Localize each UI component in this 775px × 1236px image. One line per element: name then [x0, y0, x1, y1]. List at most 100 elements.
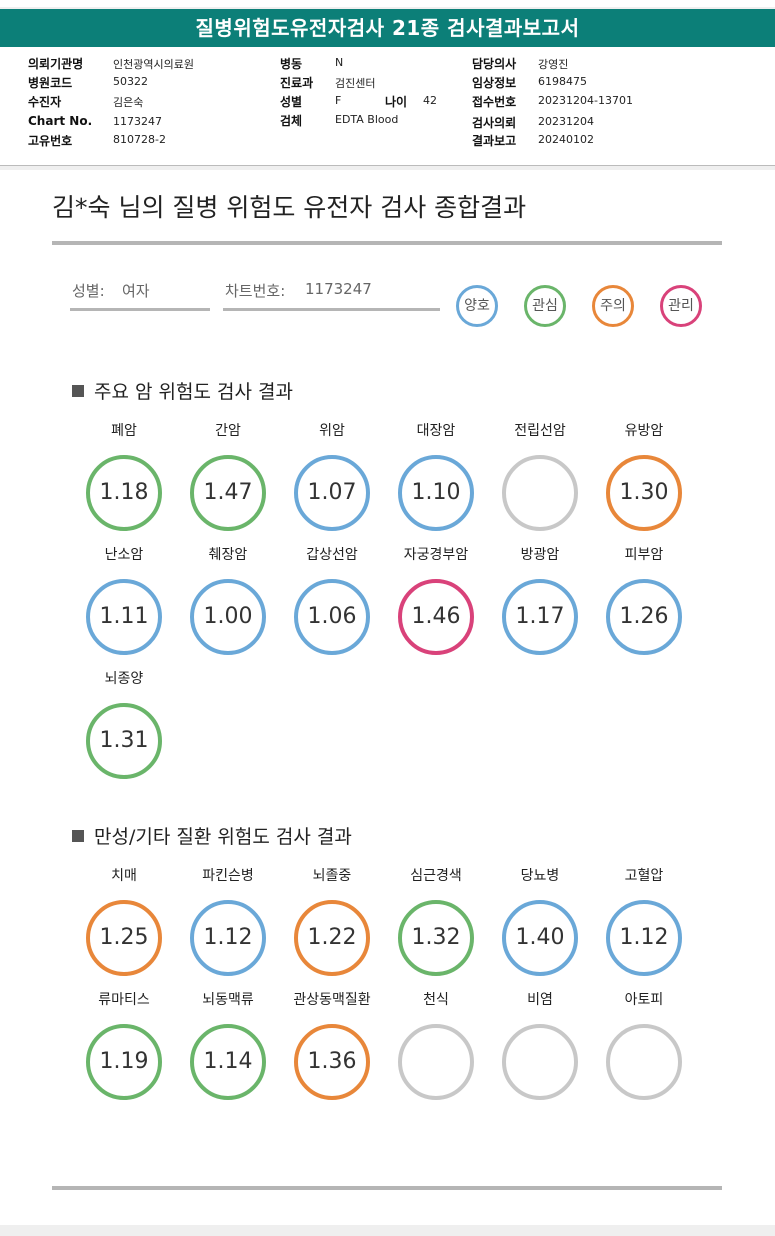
result-item: 심근경색 1.32 — [386, 865, 486, 976]
ward-label: 병동 — [280, 57, 303, 71]
result-name: 뇌졸중 — [312, 868, 352, 884]
patient-info: 의뢰기관명 인천광역시의료원 병원코드 50322 수진자 김은숙 Chart … — [0, 47, 775, 166]
risk-score-circle: 1.47 — [190, 455, 266, 531]
result-item: 전립선암 — [490, 420, 590, 531]
report-value: 20240102 — [538, 133, 594, 146]
section-bullet — [72, 384, 84, 397]
result-item: 아토피 — [594, 989, 694, 1100]
cancer-section-title: 주요 암 위험도 검사 결과 — [72, 377, 293, 404]
legend-manage: 관리 — [660, 285, 702, 327]
result-name: 위암 — [319, 423, 345, 439]
dept-value: 검진센터 — [335, 77, 376, 90]
doctor-value: 강영진 — [538, 58, 569, 71]
result-item: 갑상선암 1.06 — [282, 544, 382, 655]
result-item: 관상동맥질환 1.36 — [282, 989, 382, 1100]
risk-score-circle — [398, 1024, 474, 1100]
result-name: 고혈압 — [624, 868, 664, 884]
result-name: 대장암 — [416, 423, 456, 439]
risk-score-circle: 1.25 — [86, 900, 162, 976]
risk-score-circle: 1.32 — [398, 900, 474, 976]
result-name: 전립선암 — [514, 423, 566, 439]
result-item: 비염 — [490, 989, 590, 1100]
request-label: 검사의뢰 — [472, 116, 517, 130]
result-name: 류마티스 — [98, 992, 150, 1008]
chart-field: 차트번호: 1173247 — [223, 278, 440, 311]
risk-score-circle: 1.26 — [606, 579, 682, 655]
result-name: 관상동맥질환 — [293, 992, 371, 1008]
risk-score-circle: 1.07 — [294, 455, 370, 531]
clinical-value: 6198475 — [538, 75, 587, 88]
legend-interest: 관심 — [524, 285, 566, 327]
code-label: 병원코드 — [28, 76, 73, 90]
receipt-value: 20231204-13701 — [538, 94, 633, 107]
risk-score-circle: 1.18 — [86, 455, 162, 531]
risk-score-circle — [502, 1024, 578, 1100]
specimen-value: EDTA Blood — [335, 113, 399, 126]
top-strip — [0, 0, 775, 7]
result-name: 난소암 — [104, 547, 144, 563]
result-item: 위암 1.07 — [282, 420, 382, 531]
result-item: 류마티스 1.19 — [74, 989, 174, 1100]
specimen-label: 검체 — [280, 114, 303, 128]
code-value: 50322 — [113, 75, 148, 88]
hospital-value: 인천광역시의료원 — [113, 58, 194, 71]
request-value: 20231204 — [538, 115, 594, 128]
result-item: 유방암 1.30 — [594, 420, 694, 531]
risk-score-circle — [502, 455, 578, 531]
risk-score-circle: 1.06 — [294, 579, 370, 655]
result-name: 아토피 — [624, 992, 664, 1008]
result-item: 폐암 1.18 — [74, 420, 174, 531]
result-name: 자궁경부암 — [403, 547, 469, 563]
result-item: 파킨슨병 1.12 — [178, 865, 278, 976]
risk-score-circle: 1.12 — [606, 900, 682, 976]
sex-field-label: 성별: — [72, 282, 105, 300]
risk-score-circle: 1.12 — [190, 900, 266, 976]
result-item: 대장암 1.10 — [386, 420, 486, 531]
sex-value: F — [335, 94, 342, 107]
result-name: 갑상선암 — [306, 547, 358, 563]
result-item: 췌장암 1.00 — [178, 544, 278, 655]
risk-score-circle: 1.00 — [190, 579, 266, 655]
risk-score-circle: 1.46 — [398, 579, 474, 655]
risk-score-circle: 1.11 — [86, 579, 162, 655]
top-rule — [52, 241, 722, 245]
chart-field-label: 차트번호: — [225, 282, 286, 300]
result-item: 자궁경부암 1.46 — [386, 544, 486, 655]
sex-label: 성별 — [280, 95, 303, 109]
risk-score-circle — [606, 1024, 682, 1100]
ward-value: N — [335, 56, 344, 69]
report-label: 결과보고 — [472, 134, 517, 148]
result-item: 방광암 1.17 — [490, 544, 590, 655]
patient-label: 수진자 — [28, 95, 62, 109]
result-name: 치매 — [111, 868, 137, 884]
report-title: 질병위험도유전자검사 21종 검사결과보고서 — [0, 9, 775, 47]
risk-score-circle: 1.36 — [294, 1024, 370, 1100]
risk-score-circle: 1.14 — [190, 1024, 266, 1100]
risk-score-circle: 1.30 — [606, 455, 682, 531]
bottom-rule — [52, 1186, 722, 1190]
result-name: 비염 — [527, 992, 553, 1008]
receipt-label: 접수번호 — [472, 95, 517, 109]
result-name: 폐암 — [111, 423, 137, 439]
id-value: 810728-2 — [113, 133, 166, 146]
age-label: 나이 — [385, 95, 408, 109]
result-item: 당뇨병 1.40 — [490, 865, 590, 976]
chart-label: Chart No. — [28, 114, 93, 128]
result-name: 피부암 — [624, 547, 664, 563]
summary-title: 김*숙 님의 질병 위험도 유전자 검사 종합결과 — [52, 193, 527, 222]
cancer-section-label: 주요 암 위험도 검사 결과 — [94, 381, 293, 403]
risk-score-circle: 1.17 — [502, 579, 578, 655]
result-name: 췌장암 — [208, 547, 248, 563]
result-name: 천식 — [423, 992, 449, 1008]
sex-field-value: 여자 — [122, 282, 150, 300]
patient-value: 김은숙 — [113, 96, 144, 109]
summary-panel: 김*숙 님의 질병 위험도 유전자 검사 종합결과 성별: 여자 차트번호: 1… — [0, 170, 775, 1225]
result-item: 천식 — [386, 989, 486, 1100]
hospital-label: 의뢰기관명 — [28, 57, 84, 71]
legend-caution: 주의 — [592, 285, 634, 327]
chronic-section-title: 만성/기타 질환 위험도 검사 결과 — [72, 822, 352, 849]
result-item: 뇌졸중 1.22 — [282, 865, 382, 976]
result-item: 피부암 1.26 — [594, 544, 694, 655]
risk-score-circle: 1.10 — [398, 455, 474, 531]
chart-field-value: 1173247 — [305, 280, 372, 298]
